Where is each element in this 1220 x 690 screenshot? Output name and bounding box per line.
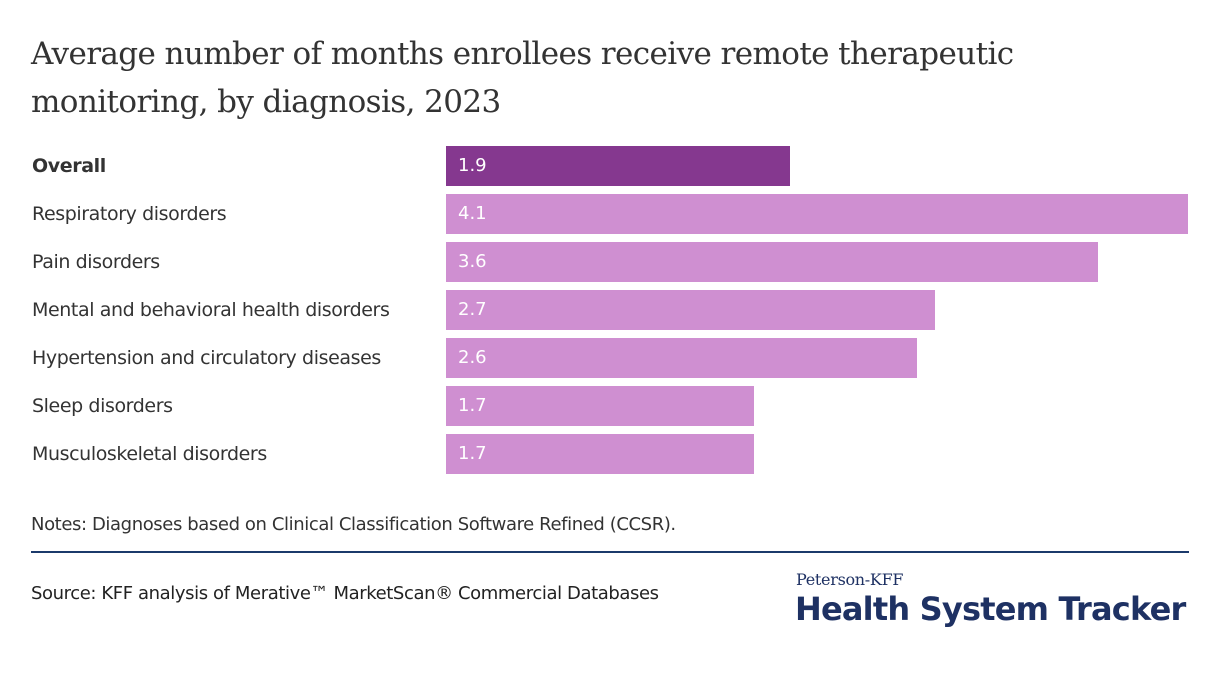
bar-value-label: 2.6 <box>458 347 487 368</box>
chart-source: Source: KFF analysis of Merative™ Market… <box>31 583 659 604</box>
bar-value-label: 3.6 <box>458 251 487 272</box>
bar-value-label: 2.7 <box>458 299 487 320</box>
chart-title: Average number of months enrollees recei… <box>31 36 1014 120</box>
bar-value-label: 1.9 <box>458 155 487 176</box>
bar-value-label: 1.7 <box>458 395 487 416</box>
category-label: Musculoskeletal disorders <box>32 443 267 465</box>
category-label: Hypertension and circulatory diseases <box>32 347 381 369</box>
bar <box>446 338 917 378</box>
category-label: Overall <box>32 155 106 177</box>
divider <box>31 551 1189 553</box>
bar <box>446 194 1188 234</box>
bar <box>446 386 754 426</box>
category-label: Respiratory disorders <box>32 203 227 225</box>
logo-top-text: Peterson-KFF <box>796 570 904 589</box>
logo-main-text: Health System Tracker <box>795 590 1186 628</box>
bar-chart: Overall 1.9 Respiratory disorders 4.1 Pain d… <box>0 140 1220 480</box>
category-label: Mental and behavioral health disorders <box>32 299 390 321</box>
chart-notes: Notes: Diagnoses based on Clinical Class… <box>31 514 676 535</box>
category-label: Pain disorders <box>32 251 160 273</box>
category-label: Sleep disorders <box>32 395 173 417</box>
bar <box>446 434 754 474</box>
bar-value-label: 1.7 <box>458 443 487 464</box>
bar <box>446 290 935 330</box>
bar <box>446 242 1098 282</box>
bar-value-label: 4.1 <box>458 203 487 224</box>
bar <box>446 146 790 186</box>
